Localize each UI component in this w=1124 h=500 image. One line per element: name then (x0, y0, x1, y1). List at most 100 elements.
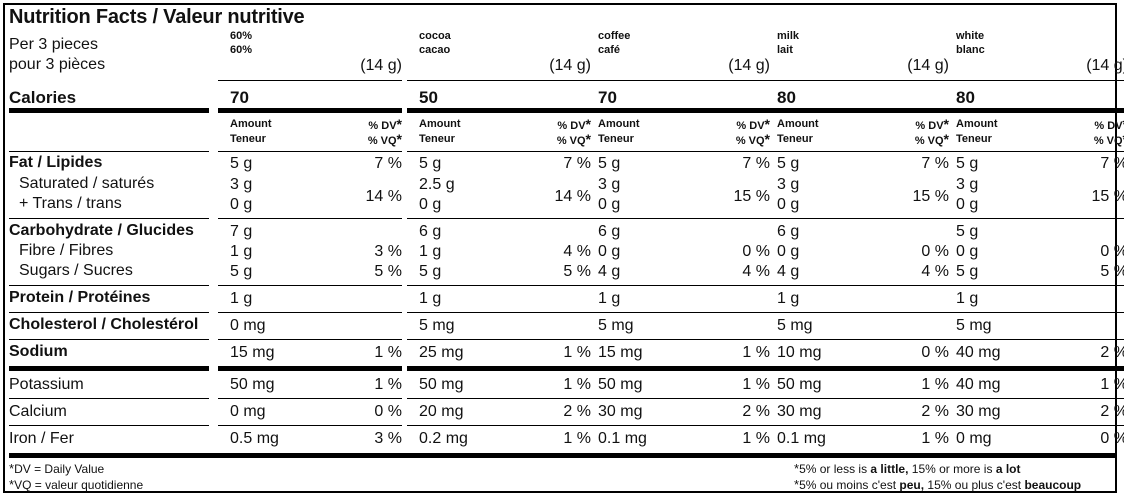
potassium-dv: 1 % (742, 376, 770, 393)
serving-size: (14 g) (549, 57, 591, 74)
dv-star: * (764, 116, 770, 132)
dv-label-en: % DV* (915, 116, 949, 132)
label-rule-thin-3 (9, 285, 209, 286)
serving-size: (14 g) (728, 57, 770, 74)
sodium-value: 40 mg (956, 344, 1001, 361)
label-rule-thin-6 (9, 398, 209, 399)
label-rule-thin-2 (9, 218, 209, 219)
calcium-value: 30 mg (598, 403, 643, 420)
iron-value: 0.2 mg (419, 430, 468, 447)
iron-value: 0 mg (956, 430, 992, 447)
dv-star: * (943, 116, 949, 132)
footnote-dv: *DV = Daily Value (9, 461, 105, 476)
column-rule-thick (218, 108, 402, 113)
fibre-dv: 0 % (921, 243, 949, 260)
sugars-dv: 5 % (563, 263, 591, 280)
column-rule-thin (407, 218, 591, 219)
trans-value: 0 g (230, 196, 253, 213)
trans-value: 0 g (777, 196, 800, 213)
serving-line-2: pour 3 pièces (9, 56, 106, 73)
sodium-dv: 1 % (374, 344, 402, 361)
iron-dv: 0 % (1100, 430, 1124, 447)
vq-star: * (585, 131, 591, 147)
sugars-dv: 5 % (1100, 263, 1124, 280)
label-rule-thick-1 (9, 108, 209, 113)
calcium-dv: 2 % (1100, 403, 1124, 420)
column-rule-thin (765, 398, 949, 399)
sodium-value: 25 mg (419, 344, 464, 361)
column-rule-thin (407, 339, 591, 340)
sodium-dv: 1 % (563, 344, 591, 361)
potassium-value: 50 mg (777, 376, 822, 393)
column-rule-thin (944, 339, 1124, 340)
column-rule-thin (944, 80, 1124, 81)
column-rule-thin (586, 218, 770, 219)
fibre-value: 0 g (777, 243, 800, 260)
fat-value: 5 g (777, 155, 800, 172)
column-rule-thin (765, 151, 949, 152)
column-rule-thin (944, 425, 1124, 426)
fibre-value: 1 g (419, 243, 442, 260)
calcium-dv: 2 % (921, 403, 949, 420)
sugars-dv: 4 % (921, 263, 949, 280)
column-rule-thin (765, 339, 949, 340)
vq-star: * (396, 131, 402, 147)
serving-size: (14 g) (907, 57, 949, 74)
column-rule-thin (218, 339, 402, 340)
panel-title: Nutrition Facts / Valeur nutritive (9, 6, 305, 28)
sat-trans-dv: 14 % (554, 188, 591, 205)
fat-value: 5 g (419, 155, 442, 172)
dv-star: * (585, 116, 591, 132)
dv-star: * (1123, 116, 1124, 132)
fibre-value: 0 g (598, 243, 621, 260)
column-rule-thick (765, 366, 949, 371)
fat-dv: 7 % (921, 155, 949, 172)
iron-dv: 1 % (563, 430, 591, 447)
sat-trans-dv: 14 % (365, 188, 402, 205)
amount-label-en: Amount (598, 118, 640, 130)
product-name-fr: 60% (230, 44, 253, 56)
product-name-en: white (956, 30, 985, 42)
carbohydrate-value: 7 g (230, 223, 253, 240)
serving-line-1: Per 3 pieces (9, 36, 98, 53)
label-rule-thick-2 (9, 366, 209, 371)
dv-star: * (396, 116, 402, 132)
amount-label-fr: Teneur (956, 133, 992, 145)
product-name-en: milk (777, 30, 800, 42)
sugars-dv: 5 % (374, 263, 402, 280)
fat-dv: 7 % (374, 155, 402, 172)
cholesterol-value: 0 mg (230, 317, 266, 334)
fibre-dv: 0 % (1100, 243, 1124, 260)
column-rule-thin (765, 312, 949, 313)
label-carbohydrate: Carbohydrate / Glucides (9, 222, 194, 239)
fibre-dv: 0 % (742, 243, 770, 260)
label-rule-thin-5 (9, 339, 209, 340)
potassium-dv: 1 % (1100, 376, 1124, 393)
fat-value: 5 g (956, 155, 979, 172)
fibre-dv: 4 % (563, 243, 591, 260)
protein-value: 1 g (598, 290, 621, 307)
product-name-en: 60% (230, 30, 253, 42)
fat-dv: 7 % (563, 155, 591, 172)
label-rule-thin-4 (9, 312, 209, 313)
saturated-value: 3 g (598, 176, 621, 193)
label-sodium: Sodium (9, 343, 68, 360)
column-rule-thick (407, 108, 591, 113)
sugars-dv: 4 % (742, 263, 770, 280)
sugars-value: 5 g (956, 263, 979, 280)
amount-label-en: Amount (777, 118, 819, 130)
amount-label-en: Amount (956, 118, 998, 130)
sodium-value: 15 mg (230, 344, 275, 361)
column-rule-thin (586, 398, 770, 399)
potassium-value: 50 mg (598, 376, 643, 393)
fibre-value: 1 g (230, 243, 253, 260)
column-rule-thick (586, 108, 770, 113)
saturated-value: 2.5 g (419, 176, 455, 193)
footnote-en-scale: *5% or less is a little, 15% or more is … (794, 461, 1021, 476)
column-rule-thin (218, 80, 402, 81)
amount-label-en: Amount (419, 118, 461, 130)
sodium-value: 10 mg (777, 344, 822, 361)
calories-value: 80 (956, 88, 975, 107)
footnote-fr-scale: *5% ou moins c'est peu, 15% ou plus c'es… (794, 477, 1082, 492)
sodium-value: 15 mg (598, 344, 643, 361)
